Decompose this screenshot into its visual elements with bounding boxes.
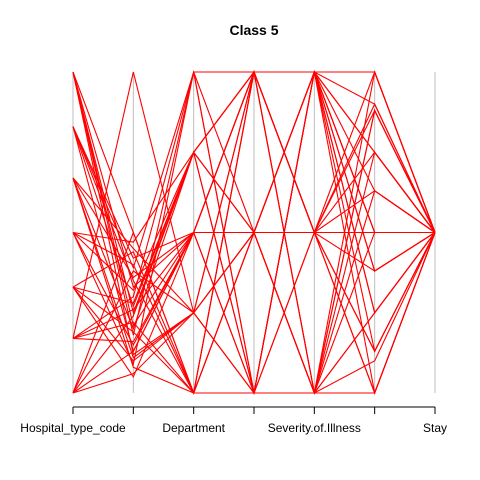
data-line-35 xyxy=(72,70,436,327)
x-tick-label-4: Severity.of.Illness xyxy=(268,421,361,435)
x-tick-label-2: Department xyxy=(162,421,225,435)
x-tick-label-0: Hospital_type_code xyxy=(20,421,126,435)
data-line-32 xyxy=(72,71,436,339)
data-line-34 xyxy=(72,71,436,394)
data-lines xyxy=(72,69,436,396)
chart-title: Class 5 xyxy=(229,22,278,38)
x-axis: Hospital_type_code Department Severity.of.… xyxy=(20,406,447,435)
x-tick-label-6: Stay xyxy=(423,421,447,435)
